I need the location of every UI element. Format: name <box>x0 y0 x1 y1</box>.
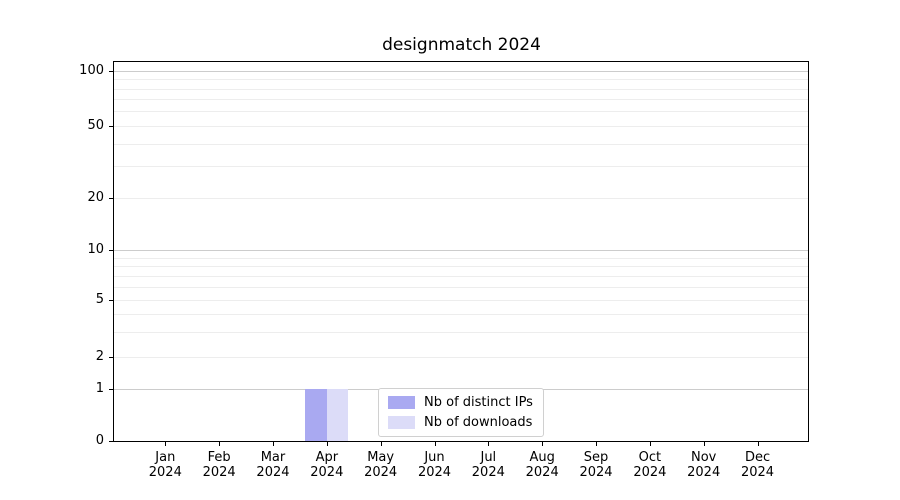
y-gridline-minor <box>114 275 808 277</box>
x-tick-label: Dec 2024 <box>740 450 775 480</box>
chart-title: designmatch 2024 <box>382 35 541 55</box>
y-gridline-minor <box>114 313 808 315</box>
x-tick-mark <box>219 442 221 446</box>
x-tick-label: Nov 2024 <box>687 450 721 480</box>
x-tick-mark <box>757 442 759 446</box>
x-tick-label: Oct 2024 <box>633 450 667 480</box>
y-tick-label: 5 <box>95 292 104 307</box>
x-tick-mark <box>649 442 651 446</box>
y-gridline-minor <box>114 143 808 145</box>
y-tick-label: 10 <box>87 242 104 257</box>
legend: Nb of distinct IPs Nb of downloads <box>378 388 544 437</box>
x-tick-mark <box>326 442 328 446</box>
y-gridline-minor <box>114 111 808 113</box>
x-tick-label: May 2024 <box>364 450 398 480</box>
y-gridline-minor <box>114 266 808 268</box>
y-gridline-minor <box>114 331 808 333</box>
legend-swatch-distinct-ips-icon <box>388 396 415 409</box>
legend-entry-distinct-ips: Nb of distinct IPs <box>388 395 533 410</box>
x-tick-mark <box>165 442 167 446</box>
legend-swatch-downloads-icon <box>388 416 415 429</box>
x-tick-label: Jul 2024 <box>471 450 505 480</box>
x-tick-mark <box>380 442 382 446</box>
y-tick-mark <box>109 250 113 251</box>
x-tick-mark <box>272 442 274 446</box>
x-tick-label: Jan 2024 <box>148 450 182 480</box>
y-gridline-minor <box>114 198 808 199</box>
x-tick-mark <box>542 442 544 446</box>
legend-entry-downloads: Nb of downloads <box>388 415 533 430</box>
legend-label-distinct-ips: Nb of distinct IPs <box>424 395 533 410</box>
x-tick-label: Aug 2024 <box>525 450 559 480</box>
x-tick-label: Apr 2024 <box>310 450 344 480</box>
y-tick-label: 100 <box>79 62 104 78</box>
y-gridline-major <box>114 250 808 251</box>
y-tick-mark <box>109 357 113 358</box>
y-tick-mark <box>109 389 113 390</box>
y-gridline-minor <box>114 166 808 168</box>
y-tick-mark <box>109 70 113 72</box>
x-tick-mark <box>434 442 436 446</box>
y-tick-mark <box>109 126 113 127</box>
x-tick-label: Jun 2024 <box>417 450 452 480</box>
x-tick-label: Feb 2024 <box>202 450 236 480</box>
bar-nb-of-distinct-ips-apr <box>305 389 327 441</box>
y-gridline-minor <box>114 126 808 127</box>
x-tick-mark <box>703 442 705 446</box>
y-tick-label: 0 <box>95 433 104 448</box>
y-tick-mark <box>109 198 113 199</box>
y-tick-mark <box>109 441 113 442</box>
y-gridline-minor <box>114 357 808 358</box>
y-gridline-minor <box>114 286 808 288</box>
x-tick-label: Sep 2024 <box>579 450 613 480</box>
plot-area <box>113 61 809 442</box>
y-gridline-major <box>114 70 808 72</box>
legend-label-downloads: Nb of downloads <box>424 415 533 430</box>
y-tick-label: 50 <box>87 118 104 133</box>
x-tick-label: Mar 2024 <box>256 450 290 480</box>
y-tick-label: 20 <box>87 190 104 205</box>
y-tick-mark <box>109 300 113 301</box>
y-gridline-minor <box>114 88 808 90</box>
y-gridline-minor <box>114 300 808 301</box>
x-tick-mark <box>488 442 490 446</box>
bar-nb-of-downloads-apr <box>326 389 349 441</box>
y-gridline-minor <box>114 79 808 81</box>
x-tick-mark <box>596 442 598 446</box>
y-gridline-minor <box>114 99 808 101</box>
y-tick-label: 2 <box>95 349 104 364</box>
y-gridline-minor <box>114 257 808 259</box>
y-tick-label: 1 <box>95 381 104 396</box>
